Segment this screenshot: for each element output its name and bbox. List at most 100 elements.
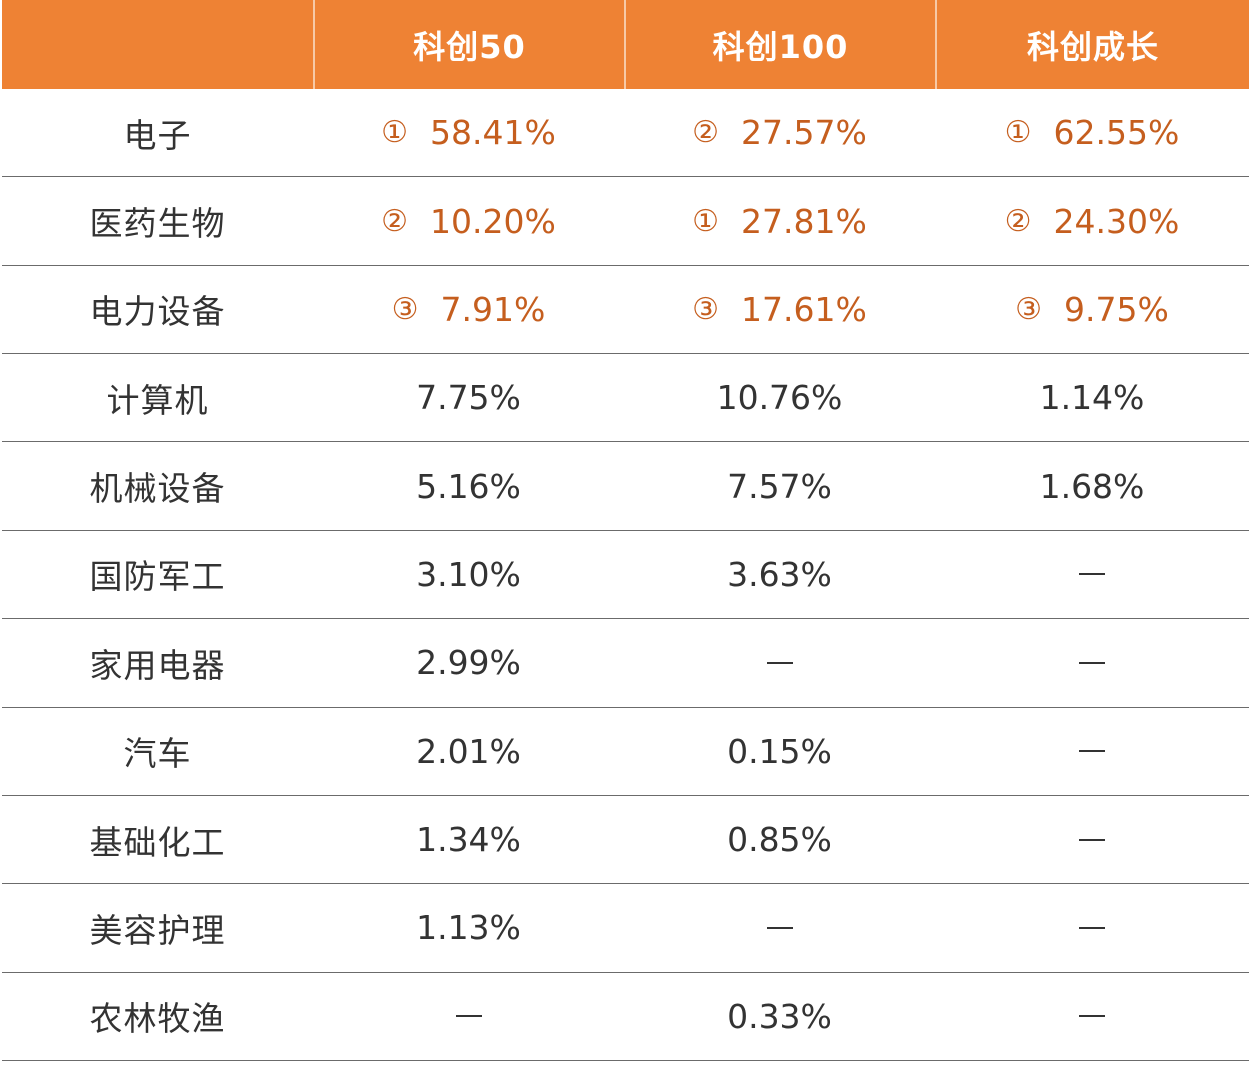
value-cell: ② 24.30%: [935, 177, 1249, 264]
value-cell: [935, 973, 1249, 1060]
value-cell: 0.33%: [624, 973, 935, 1060]
value-cell: 7.57%: [624, 442, 935, 529]
empty-dash: [1079, 838, 1105, 841]
weight-value: 17.61%: [741, 289, 867, 329]
value-cell: [935, 884, 1249, 971]
value-cell: [935, 531, 1249, 618]
weight-value: 0.85%: [727, 820, 832, 860]
rank-badge: ①: [381, 115, 409, 151]
weight-value: 1.68%: [1039, 466, 1145, 506]
header-cell-kechuang-100: 科创100: [624, 0, 935, 89]
rank-badge: ①: [1004, 115, 1032, 151]
empty-dash: [455, 1015, 482, 1018]
table-row: 国防军工 3.10% 3.63%: [2, 531, 1249, 620]
rank-badge: ①: [692, 203, 720, 239]
weight-value: 3.10%: [416, 554, 521, 594]
value-cell: ① 58.41%: [313, 89, 624, 176]
value-cell: ② 10.20%: [313, 177, 624, 264]
value-cell: 2.01%: [313, 708, 624, 795]
table-row: 汽车 2.01% 0.15%: [2, 708, 1249, 796]
value-cell: 10.76%: [624, 354, 935, 441]
value-cell: [624, 884, 935, 971]
empty-dash: [1079, 1015, 1105, 1018]
empty-dash: [1079, 926, 1105, 929]
table-row: 医药生物 ② 10.20% ① 27.81% ② 24.30%: [2, 177, 1249, 266]
row-label: 电子: [123, 115, 192, 155]
header-cell-corner: [2, 0, 313, 89]
value-cell: 3.63%: [624, 531, 935, 618]
value-cell: [313, 973, 624, 1060]
table-row: 美容护理 1.13%: [2, 884, 1249, 973]
empty-dash: [1079, 661, 1105, 664]
row-label: 电力设备: [89, 292, 226, 332]
header-cell-kechuang-50: 科创50: [313, 0, 624, 89]
weight-value: 1.14%: [1039, 378, 1145, 418]
weight-value: 0.15%: [727, 731, 832, 771]
value-cell: 3.10%: [313, 531, 624, 618]
weight-value: 2.99%: [416, 643, 521, 683]
weight-value: 3.63%: [727, 554, 832, 594]
value-cell: [935, 796, 1249, 883]
empty-dash: [1079, 750, 1105, 753]
row-label: 家用电器: [89, 645, 226, 685]
rank-badge: ②: [692, 115, 720, 151]
table-row: 电子 ① 58.41% ② 27.57% ① 62.55%: [2, 89, 1249, 178]
row-label: 美容护理: [89, 910, 226, 950]
rank-badge: ③: [1015, 291, 1043, 327]
table-row: 农林牧渔 0.33%: [2, 973, 1249, 1061]
row-label: 汽车: [123, 734, 192, 774]
row-label: 计算机: [106, 380, 209, 420]
weight-value: 1.13%: [416, 908, 521, 948]
value-cell: ③ 9.75%: [935, 266, 1249, 353]
weight-value: 7.91%: [440, 289, 546, 329]
rank-badge: ③: [692, 291, 720, 327]
rank-badge: ③: [391, 291, 419, 327]
empty-dash: [1079, 573, 1105, 576]
weight-value: 62.55%: [1053, 113, 1180, 153]
table-row: 计算机 7.75% 10.76% 1.14%: [2, 354, 1249, 443]
weight-value: 7.75%: [416, 378, 521, 418]
value-cell: [935, 619, 1249, 706]
weight-value: 0.33%: [727, 996, 832, 1036]
weight-value: 9.75%: [1064, 289, 1169, 329]
row-label: 医药生物: [89, 204, 226, 244]
value-cell: [624, 619, 935, 706]
weight-value: 5.16%: [416, 466, 521, 506]
table-row: 家用电器 2.99%: [2, 619, 1249, 708]
value-cell: 1.14%: [935, 354, 1249, 441]
value-cell: 1.68%: [935, 442, 1249, 529]
value-cell: ③ 17.61%: [624, 266, 935, 353]
weight-value: 10.20%: [430, 201, 556, 241]
value-cell: 0.85%: [624, 796, 935, 883]
table-body: 电子 ① 58.41% ② 27.57% ① 62.55% 医药生物 ② 10.20% ① 27.81…: [2, 89, 1249, 1061]
weight-value: 7.57%: [727, 466, 832, 506]
value-cell: 0.15%: [624, 708, 935, 795]
row-label: 国防军工: [89, 557, 226, 597]
row-label: 基础化工: [89, 822, 226, 862]
weight-value: 58.41%: [430, 113, 556, 153]
value-cell: 5.16%: [313, 442, 624, 529]
weight-value: 27.57%: [741, 113, 867, 153]
value-cell: ① 62.55%: [935, 89, 1249, 176]
weight-value: 1.34%: [416, 820, 521, 860]
table-row: 电力设备 ③ 7.91% ③ 17.61% ③ 9.75%: [2, 266, 1249, 355]
empty-dash: [766, 661, 793, 664]
table-header-row: 科创50 科创100 科创成长: [2, 0, 1249, 89]
weight-value: 2.01%: [416, 731, 521, 771]
table-row: 机械设备 5.16% 7.57% 1.68%: [2, 442, 1249, 531]
value-cell: ③ 7.91%: [313, 266, 624, 353]
row-label: 农林牧渔: [89, 999, 226, 1039]
weight-value: 27.81%: [741, 201, 867, 241]
table-row: 基础化工 1.34% 0.85%: [2, 796, 1249, 885]
value-cell: 1.13%: [313, 884, 624, 971]
rank-badge: ②: [381, 203, 409, 239]
value-cell: 2.99%: [313, 619, 624, 706]
value-cell: ① 27.81%: [624, 177, 935, 264]
value-cell: ② 27.57%: [624, 89, 935, 176]
header-cell-kechuang-growth: 科创成长: [935, 0, 1249, 89]
weight-value: 24.30%: [1053, 201, 1180, 241]
rank-badge: ②: [1004, 203, 1032, 239]
value-cell: 7.75%: [313, 354, 624, 441]
row-label: 机械设备: [89, 469, 226, 509]
